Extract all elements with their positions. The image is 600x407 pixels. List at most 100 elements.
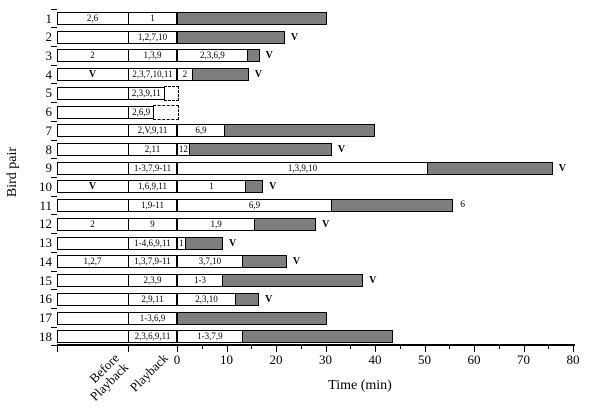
vocal-response-marker: V — [265, 293, 273, 305]
cell-divider — [128, 68, 129, 82]
playback-cell-label: 1-3,7,9-11 — [133, 162, 172, 173]
playback-cell-label: 1,3,7,9-11 — [134, 256, 171, 267]
x-tick — [128, 346, 129, 352]
playback-cell-label: 1,9-11 — [141, 200, 164, 211]
response-marker: 6 — [460, 200, 465, 211]
approach-during-playback-box — [153, 104, 179, 120]
x-tick — [424, 346, 426, 352]
y-tick — [51, 345, 57, 347]
pair-label: 3 — [45, 47, 53, 63]
pair-label: 6 — [45, 104, 53, 120]
cell-divider — [128, 30, 129, 44]
before-cell-label: 2 — [90, 218, 95, 229]
pair-label: 8 — [45, 141, 53, 157]
pair-label: 11 — [39, 197, 52, 213]
cell-divider — [128, 105, 129, 119]
x-tick — [177, 346, 178, 352]
bar-segment-gray — [184, 236, 224, 250]
x-tick — [57, 346, 58, 352]
y-tick — [51, 270, 57, 272]
bar-segment-gray — [241, 255, 287, 269]
pair-label: 2 — [45, 29, 53, 45]
before-cell-label: 2,6 — [86, 13, 99, 23]
cell-divider — [128, 86, 129, 100]
vocal-response-marker: V — [229, 237, 237, 249]
cell-divider — [128, 199, 129, 213]
x-minor-tick — [548, 346, 550, 349]
row-bar — [57, 217, 177, 231]
y-tick — [51, 120, 57, 122]
y-tick — [51, 176, 57, 178]
cell-divider — [128, 12, 129, 25]
before-cell-label: 1,2,7 — [83, 256, 102, 267]
pair-label: 12 — [39, 216, 52, 232]
x-tick-label: 20 — [269, 352, 283, 367]
column-header-before-playback: Before Playback — [86, 350, 132, 404]
bar-segment-gray — [234, 292, 260, 306]
white-segment-label: 1-3,7,9 — [197, 331, 223, 342]
pair-label: 10 — [39, 178, 52, 194]
pair-label: 16 — [39, 291, 52, 307]
before-cell-label: 2 — [90, 50, 95, 61]
y-tick — [51, 289, 57, 291]
x-tick-label: 40 — [368, 352, 382, 367]
y-tick — [51, 158, 57, 160]
playback-cell-label: 2,11 — [144, 144, 161, 155]
bar-segment-gray — [222, 274, 364, 288]
vocal-response-marker: V — [337, 144, 346, 156]
pair-label: 9 — [45, 160, 53, 176]
cell-divider — [128, 255, 129, 269]
bar-segment-gray — [254, 217, 317, 231]
cell-divider — [128, 180, 129, 194]
y-tick — [51, 308, 57, 310]
row-bar — [57, 330, 177, 344]
y-tick — [51, 326, 57, 328]
vocal-response-marker: V — [265, 50, 273, 62]
x-minor-tick — [251, 346, 253, 349]
x-tick-label: 0 — [173, 352, 181, 367]
x-tick-label: 50 — [418, 352, 431, 367]
x-minor-tick — [498, 346, 500, 349]
bar-segment-gray — [188, 143, 332, 157]
cell-divider — [128, 217, 129, 231]
cell-divider — [128, 161, 129, 175]
playback-cell-label: 1,3,9 — [143, 50, 162, 61]
y-tick — [51, 139, 57, 141]
x-tick — [573, 346, 574, 352]
row-bar — [57, 236, 177, 250]
cell-divider — [128, 143, 129, 157]
x-tick — [325, 346, 327, 352]
bar-segment-gray — [177, 12, 327, 25]
pair-label: 7 — [45, 122, 53, 138]
x-tick — [226, 346, 228, 352]
playback-cell-label: 9 — [150, 218, 155, 229]
x-tick — [276, 346, 277, 352]
white-segment-label: 1-3 — [194, 275, 207, 286]
pair-label: 5 — [45, 85, 53, 101]
cell-divider — [128, 124, 129, 138]
row-bar — [57, 161, 177, 175]
white-segment-label: 1,9 — [210, 218, 222, 229]
white-segment-label: 1,3,9,10 — [287, 162, 318, 173]
x-tick — [375, 346, 376, 352]
y-tick — [51, 102, 57, 104]
bar-segment-gray — [246, 49, 260, 63]
y-axis-label: Bird pair — [5, 146, 20, 198]
vocal-response-marker: V — [290, 31, 299, 43]
row-bar — [57, 30, 177, 44]
vocal-response-marker: V — [292, 256, 301, 268]
vocal-response-marker: V — [369, 275, 377, 287]
pair-label: 17 — [39, 310, 52, 326]
y-tick — [51, 8, 57, 10]
x-minor-tick — [300, 346, 302, 349]
x-tick-label: 30 — [319, 352, 332, 367]
bar-segment-gray — [330, 199, 454, 213]
x-tick — [523, 346, 525, 352]
x-axis-line — [57, 344, 575, 346]
bar-segment-gray — [426, 161, 553, 175]
pair-label: 1 — [45, 10, 53, 26]
pair-label: 14 — [39, 253, 52, 269]
playback-cell-label: 1,6,9,11 — [138, 181, 167, 192]
playback-cell-label: 2,6,9 — [132, 106, 151, 117]
cell-divider — [128, 274, 129, 288]
